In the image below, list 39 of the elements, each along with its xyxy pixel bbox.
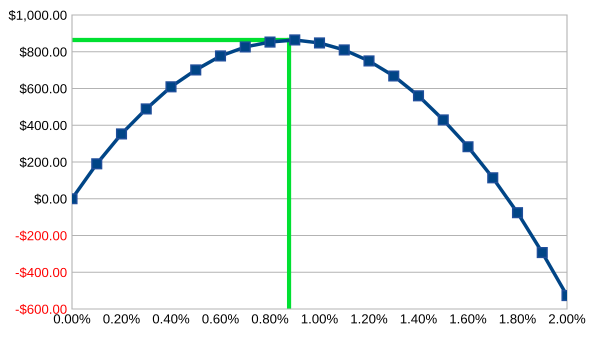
x-tick-label: 2.00% <box>548 314 586 324</box>
point <box>240 41 251 53</box>
x-tick-label: 1.40% <box>400 314 437 324</box>
y-tick-label: -$600.00 <box>16 304 67 315</box>
point <box>264 36 276 48</box>
point <box>314 37 326 48</box>
point <box>165 81 177 92</box>
point <box>438 114 449 126</box>
x-tick-label: 1.80% <box>500 314 536 324</box>
y-tick-label: $400.00 <box>20 120 67 131</box>
point <box>338 44 350 56</box>
point <box>412 90 424 102</box>
point <box>512 207 524 218</box>
point <box>140 103 152 114</box>
y-tick-label: -$200.00 <box>16 230 67 242</box>
x-tick-label: 0.60% <box>202 314 239 324</box>
x-tick-label: 0.40% <box>152 314 190 324</box>
y-tick-label: -$400.00 <box>16 267 67 278</box>
y-tick-label: $200.00 <box>20 157 67 168</box>
point <box>289 34 300 46</box>
point <box>214 50 226 62</box>
y-tick-label: $1,000.00 <box>8 10 67 22</box>
x-tick-label: 1.00% <box>302 314 338 324</box>
point <box>462 141 474 152</box>
x-tick-label: 0.80% <box>252 314 288 324</box>
point <box>487 172 498 184</box>
point <box>388 70 400 82</box>
y-tick-label: $0.00 <box>34 194 67 204</box>
point <box>91 158 102 170</box>
y-tick-label: $800.00 <box>20 46 67 58</box>
point <box>190 64 202 76</box>
x-tick-label: 1.20% <box>351 314 388 324</box>
x-tick-label: 0.20% <box>103 314 140 324</box>
x-tick-label: 1.60% <box>450 314 486 324</box>
y-tick-label: $600.00 <box>20 84 67 94</box>
point <box>363 55 375 66</box>
point <box>536 247 548 258</box>
x-tick-label: 0.00% <box>54 314 90 324</box>
point <box>116 128 128 140</box>
